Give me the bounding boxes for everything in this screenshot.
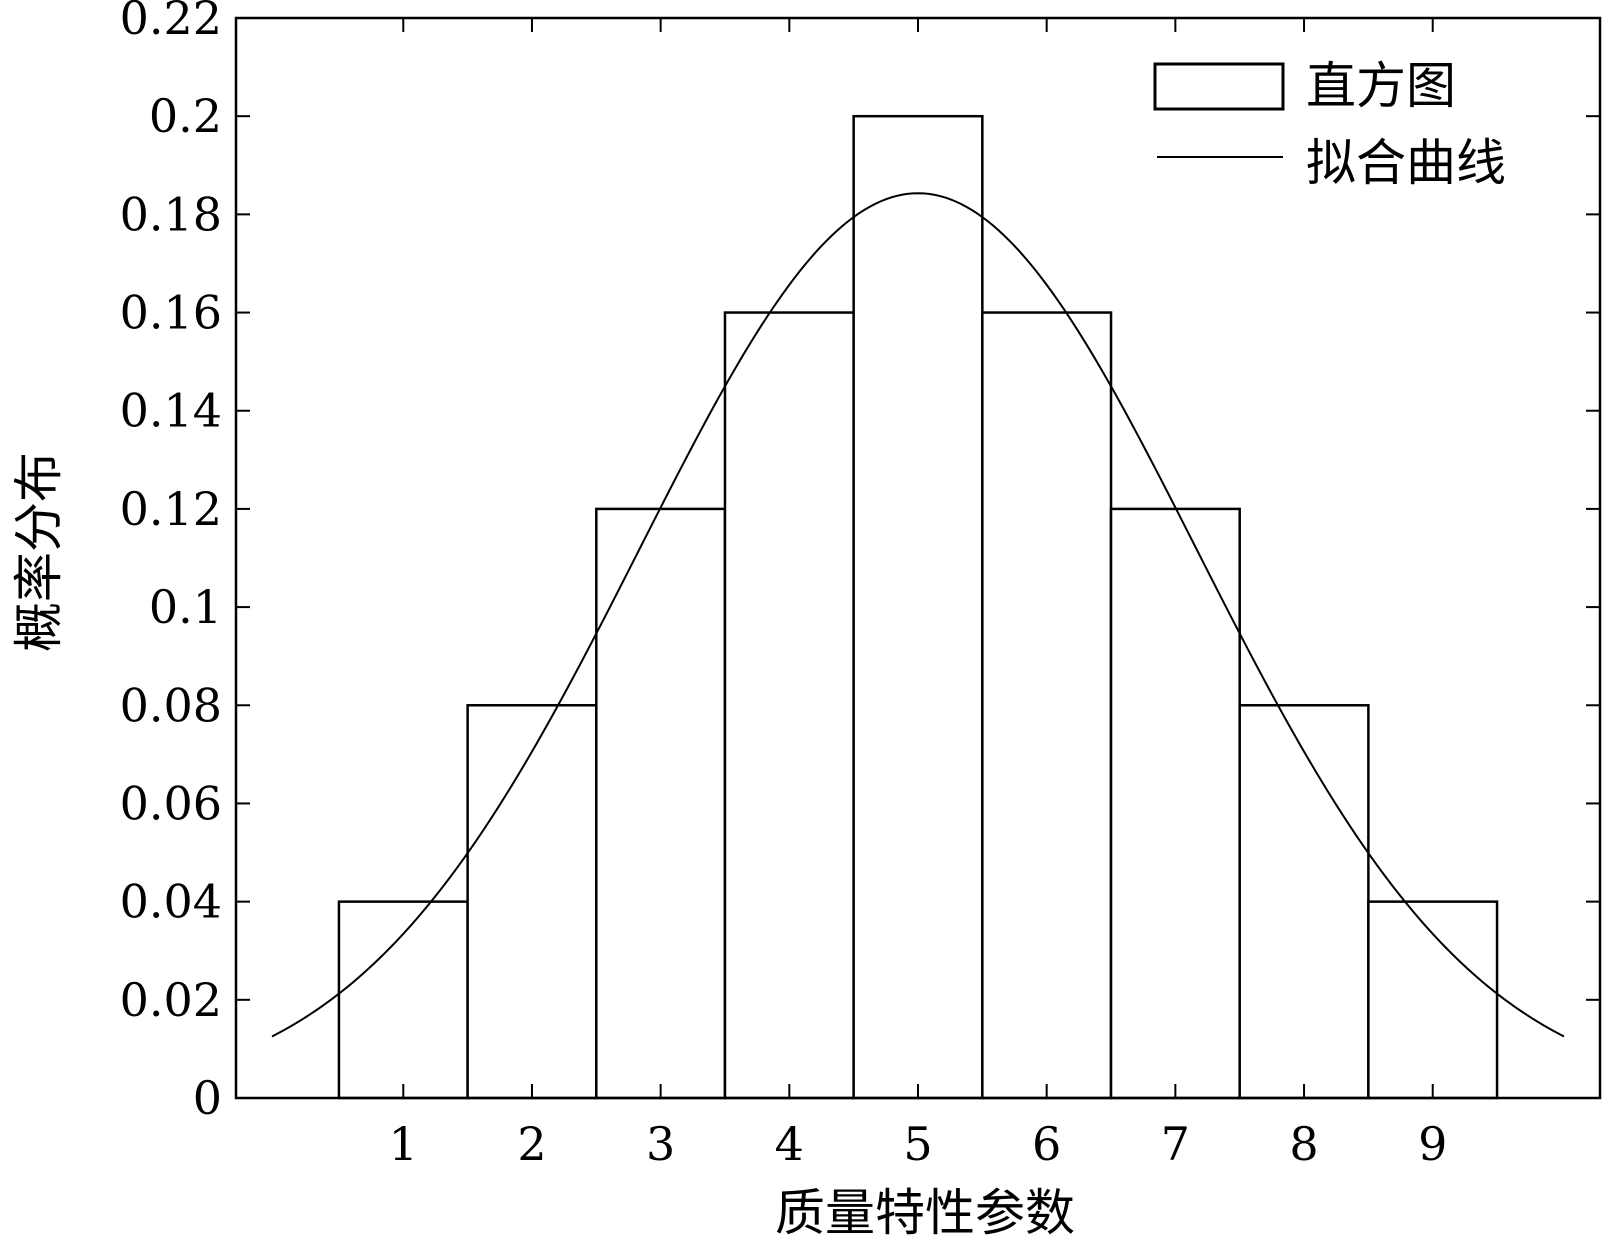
- y-axis-ticks: 0 0.02 0.04 0.06 0.08 0.1 0.12 0.14 0.16 0.18 0.2 0…: [120, 0, 1600, 1125]
- fitted-curve: [271, 192, 1565, 1038]
- histogram-bar-2: [466, 704, 598, 1100]
- y-tick-label: 0.2: [149, 89, 222, 143]
- histogram-bar-5: [852, 114, 984, 1100]
- histogram-bar-6: [981, 311, 1113, 1100]
- x-axis-ticks: 1 2 3 4 5 6 7 8 9: [389, 18, 1447, 1171]
- y-tick-label: 0.08: [120, 678, 222, 732]
- y-tick-label: 0.04: [120, 875, 222, 929]
- y-tick-label: 0.06: [120, 776, 222, 830]
- x-tick-label: 4: [775, 1117, 804, 1171]
- histogram-bars: [337, 114, 1499, 1100]
- y-tick-label: 0: [193, 1071, 222, 1125]
- legend: 直方图 拟合曲线: [1153, 57, 1506, 192]
- x-tick-label: 8: [1289, 1117, 1318, 1171]
- legend-histogram-swatch: [1153, 62, 1285, 111]
- y-tick-label: 0.16: [120, 286, 222, 340]
- histogram-bar-9: [1367, 900, 1499, 1100]
- histogram-bar-4: [723, 311, 855, 1100]
- x-tick-label: 6: [1032, 1117, 1061, 1171]
- y-tick-label: 0.22: [120, 0, 222, 45]
- histogram-bar-8: [1238, 704, 1370, 1100]
- x-tick-label: 5: [903, 1117, 932, 1171]
- legend-curve-label: 拟合曲线: [1306, 134, 1506, 192]
- y-tick-label: 0.14: [120, 384, 222, 438]
- x-tick-label: 2: [517, 1117, 546, 1171]
- x-tick-label: 3: [646, 1117, 675, 1171]
- y-tick-label: 0.02: [120, 973, 222, 1027]
- legend-histogram-label: 直方图: [1306, 57, 1456, 115]
- y-tick-label: 0.1: [149, 580, 222, 634]
- histogram-bar-3: [595, 507, 727, 1100]
- histogram-bar-1: [337, 900, 469, 1100]
- x-tick-label: 7: [1161, 1117, 1190, 1171]
- x-tick-label: 9: [1418, 1117, 1447, 1171]
- histogram-bar-7: [1109, 507, 1241, 1100]
- y-tick-label: 0.18: [120, 187, 222, 241]
- x-axis-title: 质量特性参数: [775, 1184, 1075, 1242]
- y-axis-title: 概率分布: [10, 452, 68, 652]
- x-tick-label: 1: [389, 1117, 418, 1171]
- y-tick-label: 0.12: [120, 482, 222, 536]
- fitted-curve-layer: [271, 192, 1565, 1038]
